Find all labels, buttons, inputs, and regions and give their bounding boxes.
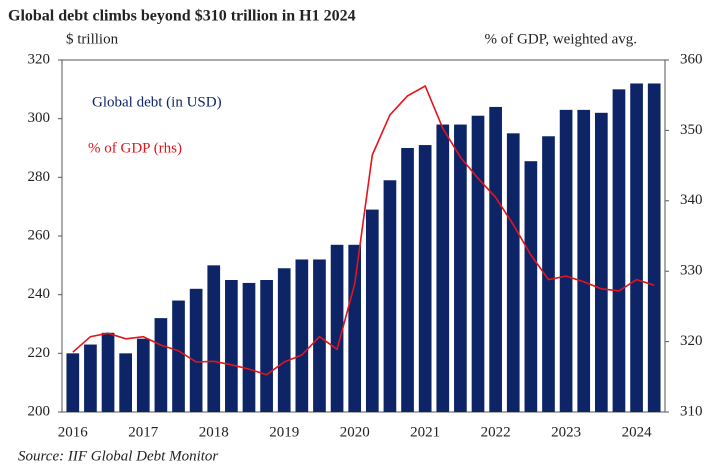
- y-tick-label: 320: [28, 51, 51, 67]
- source: Source: IIF Global Debt Monitor: [18, 448, 218, 464]
- bar: [189, 288, 203, 412]
- y-tick-label: 240: [28, 286, 51, 302]
- bar: [242, 282, 256, 412]
- bar: [172, 300, 185, 412]
- bar: [277, 268, 291, 412]
- bar: [136, 338, 150, 412]
- chart-title: Global debt climbs beyond $310 trillion …: [8, 8, 356, 25]
- y-axis-label: $ trillion: [66, 31, 119, 47]
- bar: [154, 318, 168, 412]
- x-tick-label: 2024: [622, 424, 653, 440]
- y2-tick-label: 320: [680, 333, 703, 349]
- x-tick-label: 2018: [199, 424, 229, 440]
- x-tick-label: 2020: [340, 424, 370, 440]
- bar: [454, 124, 467, 413]
- bar: [524, 161, 538, 412]
- bar: [295, 259, 309, 412]
- bar: [207, 265, 221, 412]
- y2-tick-label: 310: [680, 403, 703, 419]
- y2-tick-label: 330: [680, 263, 703, 279]
- bar: [348, 244, 362, 412]
- y-tick-label: 280: [28, 169, 51, 185]
- bar: [542, 136, 555, 412]
- y2-tick-label: 360: [680, 51, 703, 67]
- bar: [101, 332, 115, 412]
- bar: [383, 180, 397, 412]
- bar: [436, 124, 450, 413]
- x-tick-label: 2019: [269, 424, 299, 440]
- plot-frame: [61, 59, 666, 413]
- bar: [489, 106, 502, 412]
- bar: [471, 115, 485, 412]
- bar: [577, 109, 591, 412]
- line: [72, 84, 655, 376]
- x-tick-label: 2017: [128, 424, 159, 440]
- y2-tick-label: 340: [680, 192, 703, 208]
- bar: [594, 112, 608, 413]
- bar: [418, 145, 432, 413]
- bar: [630, 83, 643, 412]
- y-tick-label: 220: [28, 345, 51, 361]
- x-tick-label: 2016: [58, 424, 89, 440]
- y-tick-label: 300: [28, 110, 51, 126]
- y2-axis-label: % of GDP, weighted avg.: [485, 31, 637, 47]
- bar: [260, 280, 273, 412]
- y-tick-label: 260: [28, 227, 51, 243]
- legend-label: % of GDP (rhs): [88, 140, 182, 156]
- bar: [559, 109, 573, 412]
- y-tick-label: 200: [28, 403, 51, 419]
- bar: [506, 133, 520, 413]
- bar: [66, 353, 80, 412]
- x-tick-label: 2021: [410, 424, 440, 440]
- bar: [119, 353, 133, 412]
- x-tick-label: 2022: [481, 424, 511, 440]
- bar: [401, 148, 414, 412]
- bar: [84, 344, 97, 412]
- bar: [612, 89, 626, 412]
- bar: [330, 244, 344, 412]
- legend-label: Global debt (in USD): [92, 94, 222, 110]
- bar: [225, 280, 238, 412]
- bar: [365, 209, 379, 412]
- x-tick-label: 2023: [551, 424, 581, 440]
- bar: [647, 83, 661, 412]
- y2-tick-label: 350: [680, 122, 703, 138]
